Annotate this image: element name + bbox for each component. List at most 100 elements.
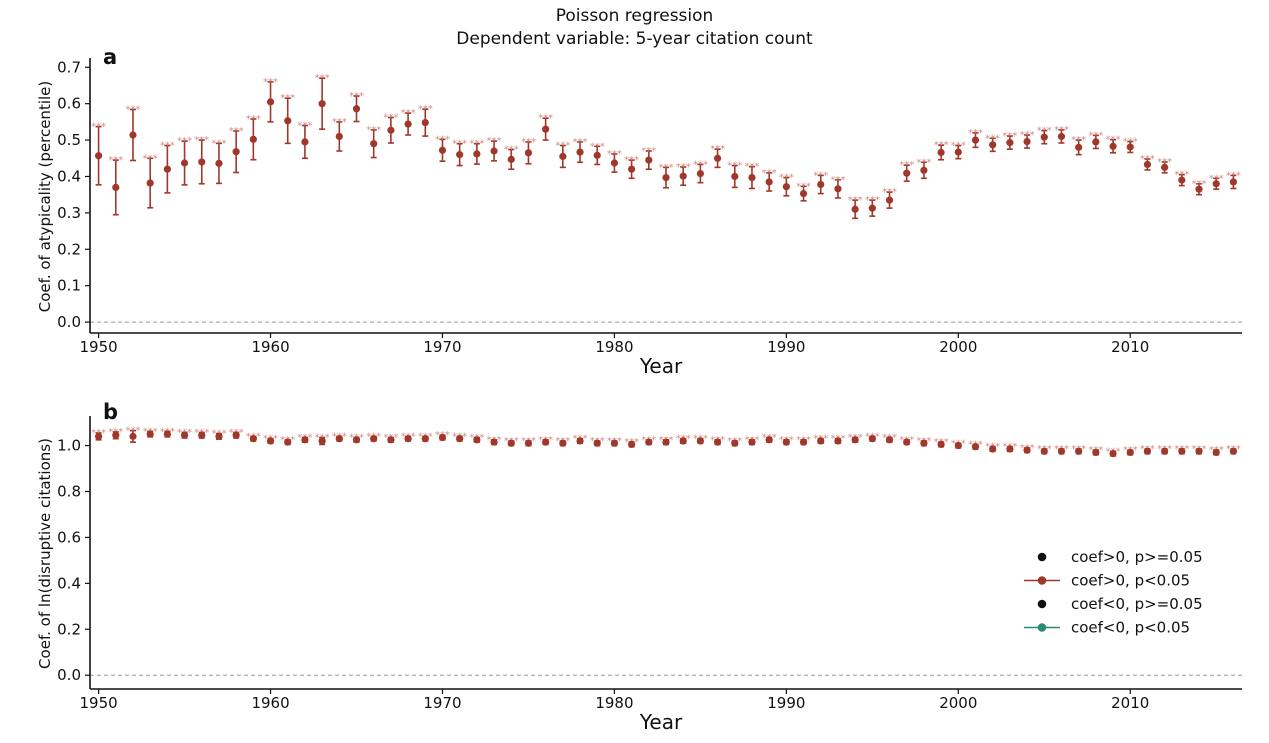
- y-tick-label: 0.6: [57, 528, 81, 546]
- significance-stars: ***: [1209, 173, 1224, 184]
- x-tick-label: 2000: [939, 338, 977, 356]
- significance-stars: ***: [315, 73, 330, 84]
- y-tick-label: 0.1: [57, 277, 81, 295]
- data-point: [628, 165, 636, 173]
- data-point: [473, 436, 481, 444]
- significance-stars: ***: [1071, 135, 1086, 146]
- chart-subtitle: Dependent variable: 5-year citation coun…: [456, 29, 813, 49]
- significance-stars: ***: [624, 155, 639, 166]
- significance-stars: ***: [1106, 135, 1121, 146]
- data-point: [1023, 137, 1031, 146]
- significance-stars: ***: [108, 155, 123, 166]
- data-point: [1195, 185, 1203, 193]
- y-tick-label: 0.4: [57, 167, 81, 185]
- significance-stars: ***: [211, 138, 226, 149]
- data-point: [1161, 447, 1169, 455]
- data-point: [163, 430, 171, 438]
- significance-stars: ***: [1140, 154, 1155, 165]
- data-point: [954, 441, 962, 450]
- x-tick-label: 2010: [1111, 338, 1149, 356]
- data-point: [318, 437, 326, 445]
- data-point: [559, 152, 567, 161]
- y-axis-label: Coef. of atypicality (percentile): [36, 81, 54, 313]
- data-point: [438, 433, 447, 442]
- data-point: [1092, 138, 1100, 146]
- significance-stars: ***: [383, 113, 398, 124]
- data-point: [335, 435, 343, 443]
- data-point: [576, 437, 584, 445]
- data-point: [266, 98, 275, 106]
- data-point: [129, 131, 137, 139]
- data-point: [284, 117, 292, 125]
- significance-stars: ***: [916, 157, 931, 168]
- significance-stars: ***: [332, 117, 347, 128]
- data-point: [1006, 139, 1014, 147]
- data-point: [1195, 447, 1203, 455]
- data-point: [473, 150, 481, 158]
- data-point: [1075, 143, 1083, 151]
- significance-stars: ***: [1226, 170, 1241, 181]
- data-point: [559, 439, 567, 447]
- data-point: [94, 152, 103, 160]
- data-point: [593, 151, 601, 159]
- significance-stars: ***: [848, 195, 863, 206]
- data-point: [370, 140, 378, 148]
- data-point: [404, 120, 412, 128]
- y-tick-label: 0.0: [57, 313, 81, 331]
- data-point: [713, 154, 722, 162]
- data-point: [1057, 447, 1066, 455]
- data-point: [1178, 176, 1186, 184]
- y-tick-label: 1.0: [57, 437, 81, 455]
- y-tick-label: 0.0: [57, 666, 81, 684]
- legend: coef>0, p>=0.05 coef>0, p<0.05 coef<0, p>=…: [1024, 548, 1203, 637]
- x-tick-label: 1970: [423, 694, 461, 712]
- data-point: [335, 132, 343, 141]
- significance-stars: ***: [744, 162, 759, 173]
- data-point: [249, 135, 257, 143]
- data-point: [232, 148, 240, 156]
- significance-stars: ***: [160, 141, 175, 152]
- data-point: [1143, 160, 1152, 169]
- data-point: [421, 119, 429, 127]
- significance-stars: ***: [1123, 137, 1138, 148]
- data-point: [645, 438, 653, 446]
- x-tick-label: 1990: [767, 338, 805, 356]
- data-point: [954, 148, 962, 156]
- y-tick-label: 0.7: [57, 58, 81, 76]
- legend-marker: [1037, 552, 1047, 562]
- data-point: [232, 431, 240, 439]
- significance-stars: ***: [865, 195, 880, 206]
- data-point: [834, 185, 842, 193]
- significance-stars: ***: [641, 146, 656, 157]
- x-tick-label: 1990: [767, 694, 805, 712]
- significance-stars: ***: [762, 168, 777, 179]
- data-point: [868, 204, 876, 212]
- data-point: [1143, 447, 1152, 455]
- data-point: [1023, 446, 1031, 454]
- data-point: [1126, 143, 1134, 151]
- data-point: [1126, 448, 1134, 457]
- data-point: [507, 155, 515, 163]
- data-point: [215, 432, 223, 440]
- data-point: [180, 431, 189, 439]
- legend-label: coef>0, p>=0.05: [1071, 548, 1203, 566]
- data-point: [576, 148, 584, 156]
- data-point: [868, 435, 876, 443]
- data-point: [524, 439, 533, 447]
- x-tick-label: 1960: [251, 694, 289, 712]
- data-point: [129, 432, 137, 440]
- significance-stars: ***: [573, 137, 588, 148]
- significance-stars: ***: [1157, 157, 1172, 168]
- data-point: [146, 430, 154, 438]
- x-tick-label: 1950: [80, 338, 118, 356]
- y-tick-label: 0.8: [57, 482, 81, 500]
- data-point: [610, 159, 619, 167]
- significance-stars: ***: [1002, 131, 1017, 142]
- data-point: [696, 437, 704, 445]
- significance-stars: ***: [1174, 170, 1189, 181]
- data-point: [524, 149, 533, 157]
- data-point: [352, 105, 361, 113]
- data-point: [903, 169, 911, 177]
- significance-stars: ***: [366, 125, 381, 136]
- panel-b-label: b: [103, 400, 119, 424]
